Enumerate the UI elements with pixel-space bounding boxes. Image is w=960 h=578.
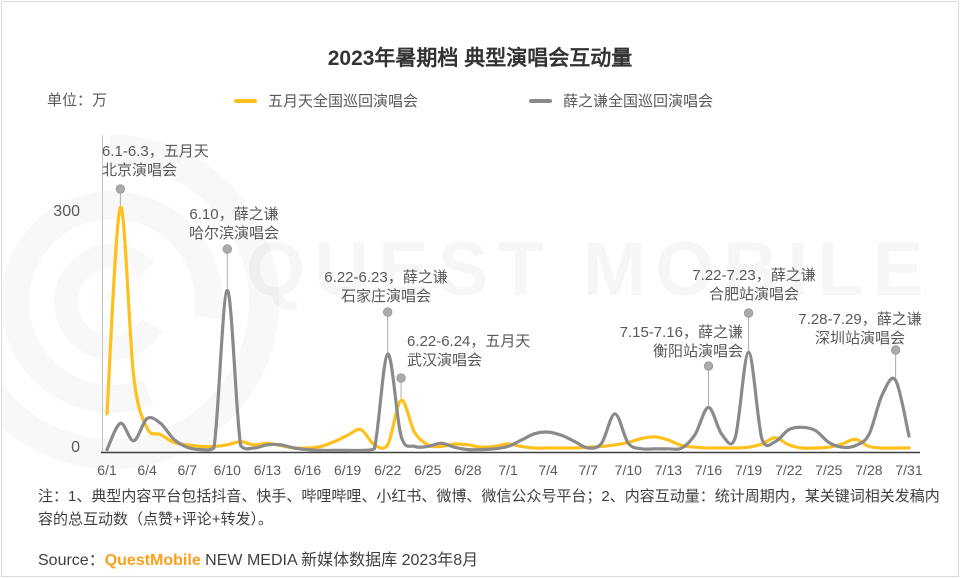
- x-tick-label: 7/19: [734, 462, 763, 478]
- annotation-dot: [115, 184, 126, 194]
- annotation-label: 6.22-6.23，薛之谦 石家庄演唱会: [324, 269, 448, 305]
- legend-swatch: [529, 98, 552, 103]
- x-tick-label: 7/16: [694, 462, 723, 478]
- annotation-dot: [743, 308, 754, 318]
- x-tick-label: 6/7: [177, 462, 197, 478]
- footnote: 注：1、典型内容平台包括抖音、快手、哔哩哔哩、小红书、微博、微信公众号平台；2、…: [38, 488, 940, 528]
- annotation-label: 6.10，薛之谦 哈尔滨演唱会: [188, 206, 280, 242]
- x-tick-label: 6/25: [414, 462, 442, 478]
- annotation-dot: [890, 345, 901, 355]
- unit-label: 单位：万: [47, 92, 108, 109]
- x-tick-label: 7/1: [498, 462, 518, 478]
- legend-label: 薛之谦全国巡回演唱会: [563, 93, 714, 110]
- source-brand: QuestMobile: [104, 552, 201, 569]
- x-tick-label: 6/13: [253, 462, 282, 478]
- series-line-1: [105, 288, 911, 453]
- legend-swatch: [234, 98, 257, 103]
- source-line: Source：QuestMobile NEW MEDIA 新媒体数据库 2023…: [38, 546, 478, 570]
- annotation-dot: [222, 244, 233, 254]
- y-axis-tick-300: 300: [53, 203, 80, 220]
- x-tick-label: 6/1: [97, 462, 117, 478]
- x-tick-label: 6/28: [454, 462, 482, 478]
- x-tick-label: 7/31: [895, 462, 923, 478]
- x-tick-label: 6/16: [293, 462, 322, 478]
- x-tick-label: 7/28: [855, 462, 883, 478]
- x-tick-label: 7/4: [538, 462, 558, 478]
- x-tick-label: 6/4: [137, 462, 157, 478]
- source-rest: NEW MEDIA 新媒体数据库 2023年8月: [200, 552, 479, 569]
- annotation-dot: [396, 373, 406, 383]
- legend-item: 薛之谦全国巡回演唱会: [529, 90, 713, 111]
- annotation-label: 7.22-7.23，薛之谦 合肥站演唱会: [692, 267, 816, 303]
- source-prefix: Source：: [38, 552, 105, 569]
- annotation-label: 6.1-6.3，五月天 北京演唱会: [102, 143, 209, 179]
- x-tick-label: 7/22: [775, 462, 803, 478]
- x-tick-label: 6/22: [374, 462, 402, 478]
- annotation-label: 7.28-7.29，薛之谦 深圳站演唱会: [798, 311, 922, 347]
- x-tick-label: 7/13: [654, 462, 683, 478]
- annotation-dot: [383, 307, 393, 317]
- series-line-0: [105, 205, 911, 450]
- annotation-label: 6.22-6.24，五月天 武汉演唱会: [407, 333, 531, 369]
- annotation-markers: [115, 184, 901, 406]
- y-axis-tick-0: 0: [71, 439, 80, 456]
- x-tick-label: 6/10: [213, 462, 241, 478]
- annotation-label: 7.15-7.16，薛之谦 衡阳站演唱会: [619, 324, 743, 360]
- legend-label: 五月天全国巡回演唱会: [268, 93, 419, 110]
- x-tick-label: 7/25: [815, 462, 843, 478]
- chart-title: 2023年暑期档 典型演唱会互动量: [327, 47, 633, 70]
- legend: 五月天全国巡回演唱会 薛之谦全国巡回演唱会: [2, 90, 958, 111]
- x-tick-label: 7/7: [578, 462, 598, 478]
- legend-item: 五月天全国巡回演唱会: [234, 90, 418, 111]
- x-tick-label: 6/19: [333, 462, 362, 478]
- annotation-dot: [703, 361, 714, 371]
- series-layer: [105, 205, 911, 453]
- x-tick-label: 7/10: [614, 462, 642, 478]
